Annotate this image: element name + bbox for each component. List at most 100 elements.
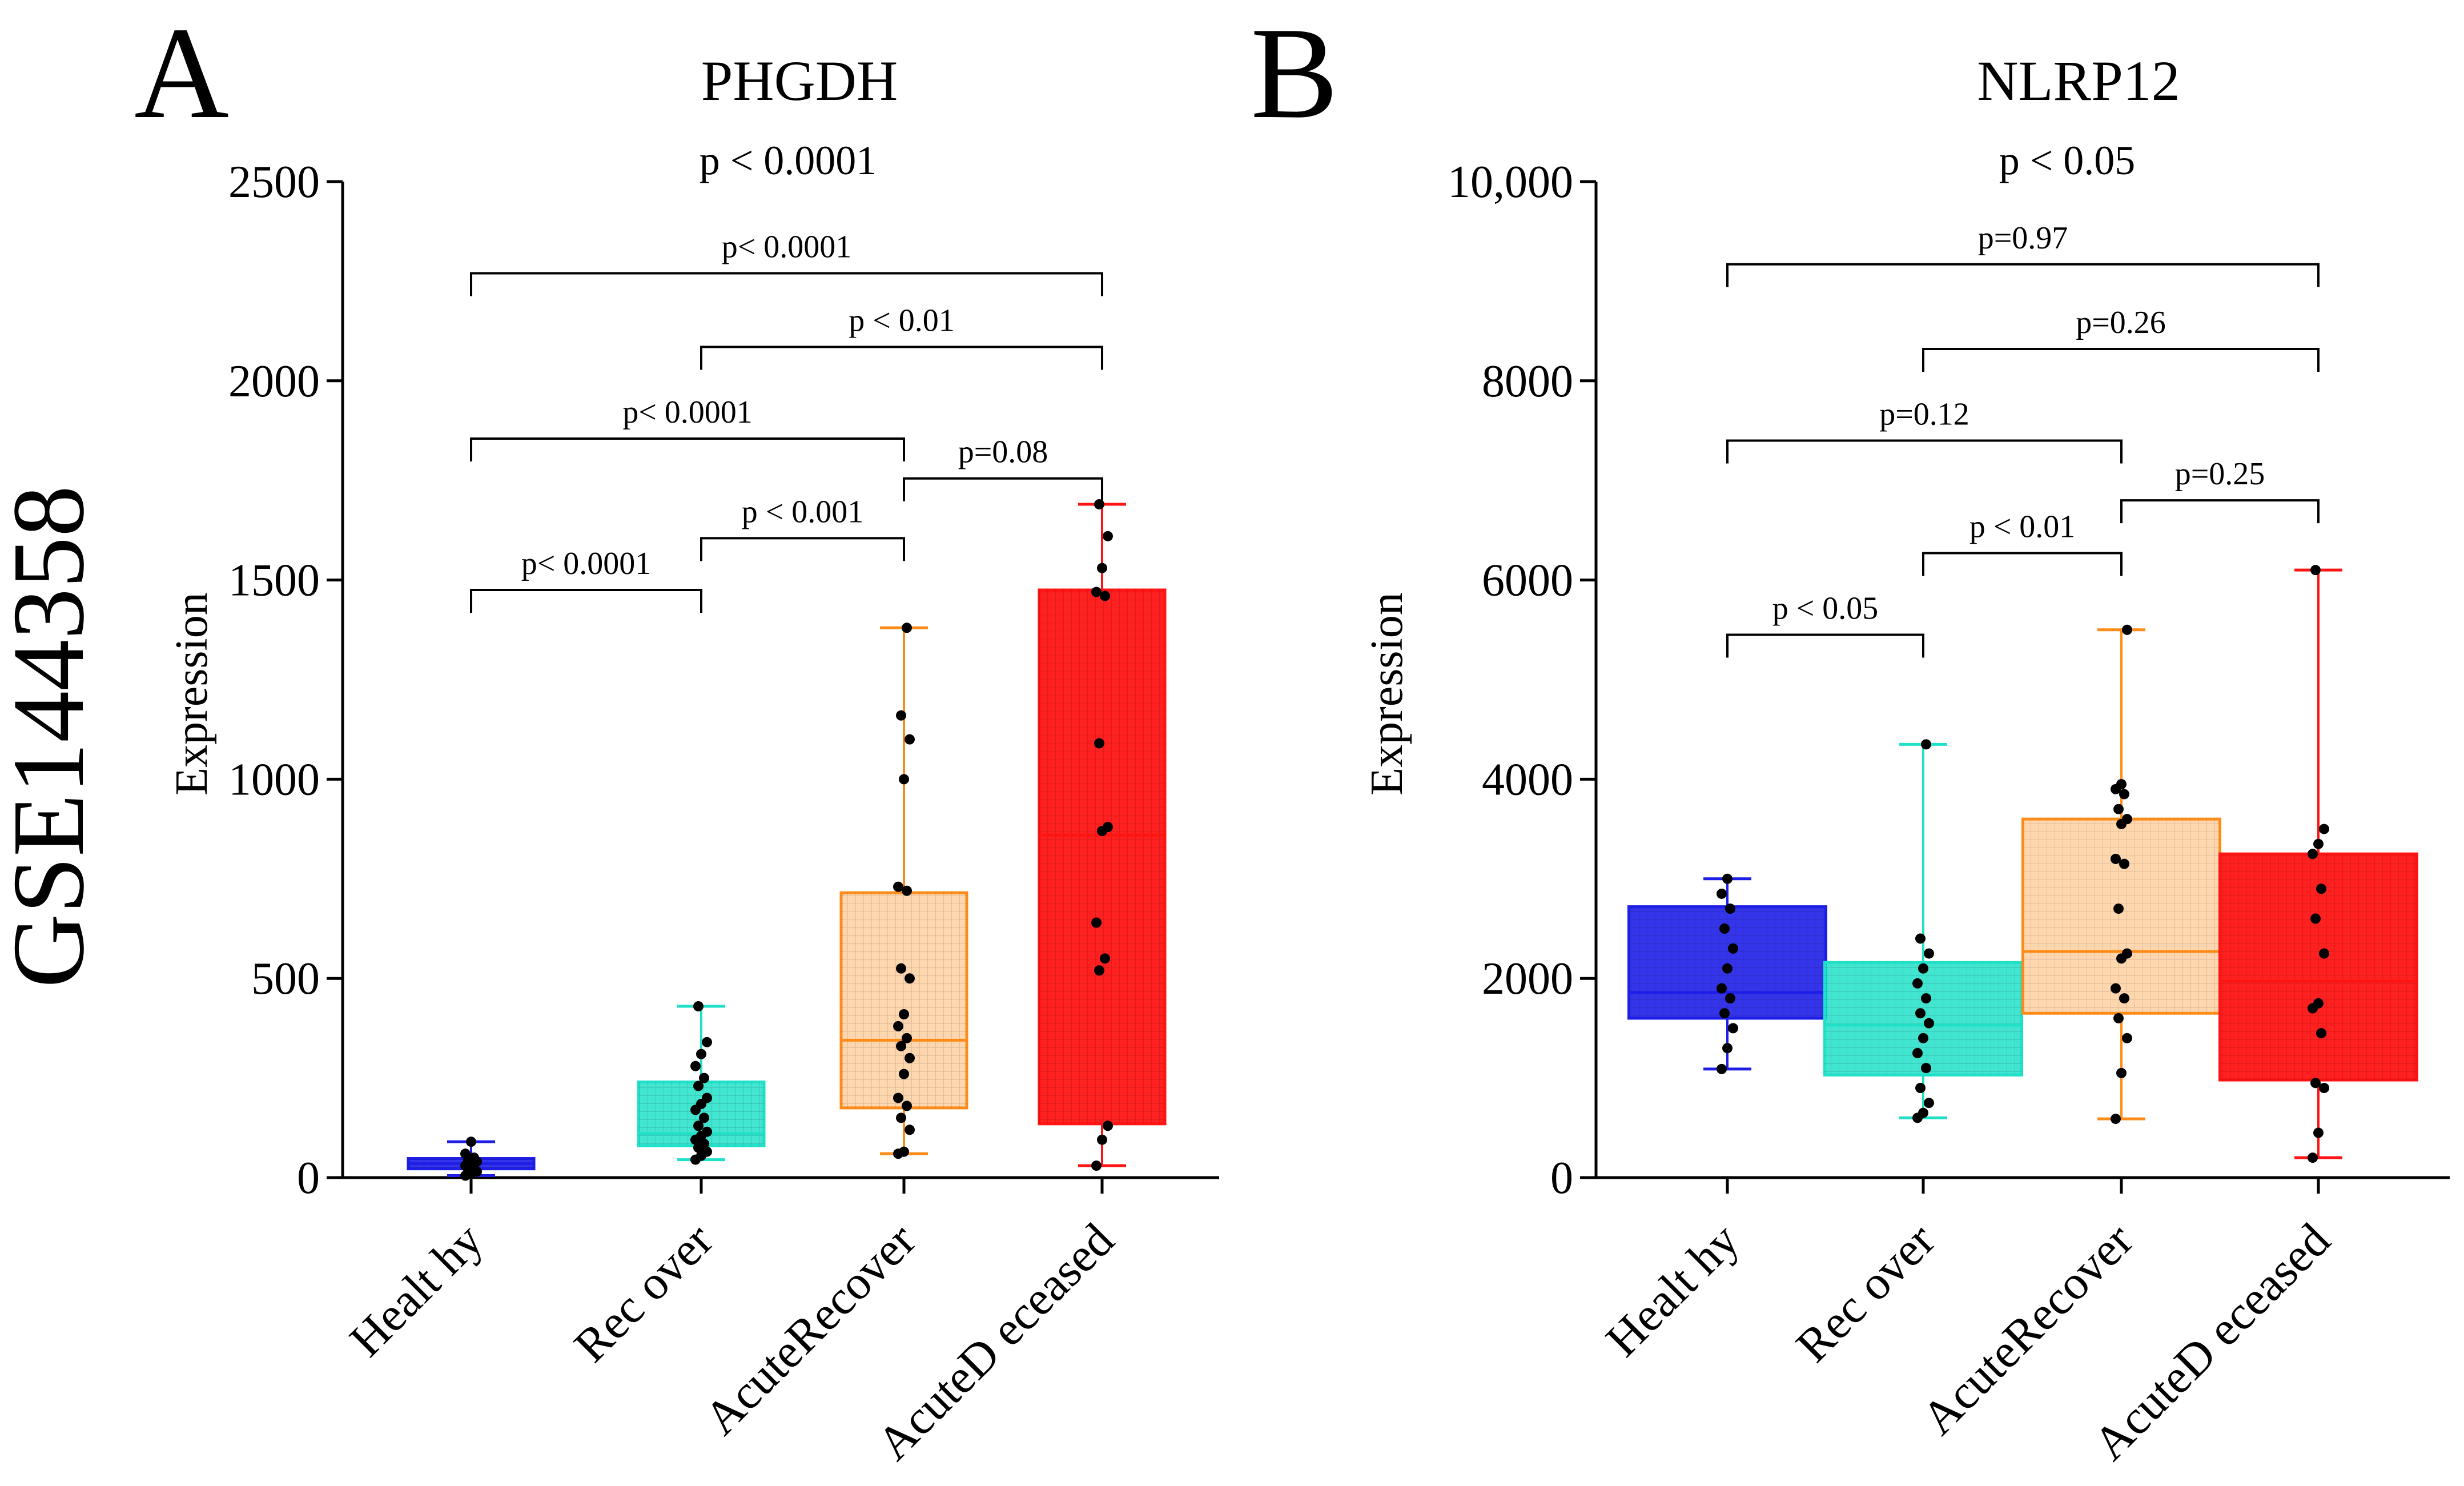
data-point: [2111, 853, 2121, 864]
data-point: [693, 1081, 704, 1091]
data-point: [1912, 1048, 1923, 1058]
data-point: [2316, 883, 2326, 894]
panel-b: B NLRP12 p < 0.05 Expression 0 2000 4000 60…: [1251, 0, 2450, 1471]
data-point: [702, 1126, 712, 1137]
data-point: [896, 710, 906, 721]
data-point: [899, 1069, 909, 1079]
chart-title-b: NLRP12: [1977, 49, 2180, 113]
comparison-bracket: [700, 346, 1103, 370]
comparison-bracket: [2120, 499, 2320, 524]
comparison-p-value: p=0.08: [958, 435, 1048, 470]
comparison-p-value: p < 0.01: [849, 303, 955, 339]
y-tick-label: 1000: [228, 754, 320, 805]
data-point: [905, 734, 915, 745]
data-point: [1091, 917, 1102, 928]
data-point: [902, 1101, 912, 1111]
data-point: [699, 1073, 709, 1083]
data-point: [893, 1093, 903, 1103]
data-point: [896, 963, 906, 974]
data-point: [2113, 1013, 2124, 1023]
data-point: [1103, 822, 1113, 833]
data-point: [893, 881, 903, 892]
data-point: [2113, 903, 2124, 914]
data-point: [702, 1146, 712, 1157]
y-tick-label: 500: [251, 954, 320, 1004]
comparison-p-value: p < 0.05: [1772, 591, 1879, 626]
comparison-p-value: p< 0.0001: [622, 395, 753, 430]
data-point: [2116, 1067, 2127, 1078]
data-point: [905, 1124, 915, 1135]
y-tick-label: 2500: [228, 157, 320, 207]
data-point: [896, 1113, 906, 1123]
data-point: [1918, 963, 1928, 974]
y-tick-label: 6000: [1482, 556, 1573, 606]
data-point: [2116, 779, 2127, 790]
data-point: [1094, 499, 1104, 510]
data-point: [690, 1061, 701, 1071]
comparison-bracket: [1922, 552, 2123, 576]
x-tick-label: Healt hy: [1596, 1214, 1750, 1367]
data-point: [899, 1146, 909, 1157]
panel-letter-a: A: [134, 0, 229, 146]
data-point: [1103, 531, 1113, 541]
comparison-bracket: [470, 589, 702, 613]
data-point: [2316, 1028, 2326, 1039]
data-point: [2122, 624, 2132, 635]
data-point: [702, 1093, 712, 1103]
data-point: [1719, 923, 1730, 934]
y-tick-label: 2000: [228, 356, 320, 407]
y-tick-label: 2000: [1482, 954, 1573, 1004]
data-point: [2310, 565, 2321, 576]
data-point: [1719, 1008, 1730, 1019]
data-point: [1915, 1008, 1926, 1019]
comparison-p-value: p=0.97: [1978, 220, 2068, 256]
comparison-bracket: [470, 272, 1103, 296]
data-point: [2119, 993, 2129, 1004]
y-tick-label: 0: [1550, 1153, 1573, 1203]
data-point: [1091, 587, 1102, 597]
data-point: [693, 1120, 704, 1131]
comparison-bracket: [903, 477, 1103, 501]
comparison-p-value: p=0.25: [2175, 456, 2265, 492]
data-point: [1722, 873, 1733, 884]
data-point: [1924, 1018, 1934, 1029]
overall-p-value-a: p < 0.0001: [700, 138, 877, 183]
data-point: [902, 885, 912, 896]
comparison-p-value: p < 0.01: [1969, 509, 2076, 545]
y-tick-label: 4000: [1482, 754, 1573, 805]
data-point: [902, 1033, 912, 1043]
data-point: [2319, 824, 2329, 834]
y-axis-title-a: Expression: [167, 592, 217, 796]
data-point: [693, 1001, 704, 1012]
data-point: [1722, 963, 1733, 974]
data-point: [1725, 993, 1735, 1004]
data-point: [2313, 838, 2324, 849]
y-tick-label: 10,000: [1448, 157, 1573, 207]
data-point: [469, 1152, 479, 1163]
data-point: [1717, 888, 1727, 899]
comparison-bracket: [1922, 347, 2320, 372]
box-texture: [1039, 590, 1165, 1124]
data-point: [1094, 965, 1104, 976]
data-point: [899, 1009, 909, 1019]
y-axis-title-b: Expression: [1362, 592, 1412, 796]
data-point: [699, 1138, 709, 1149]
chart-title-a: PHGDH: [701, 49, 898, 113]
data-point: [2122, 1033, 2132, 1043]
data-point: [2111, 983, 2121, 994]
data-point: [460, 1148, 471, 1159]
data-point: [905, 973, 915, 984]
data-point: [2111, 1114, 2121, 1124]
data-point: [1100, 591, 1110, 601]
data-point: [1918, 1107, 1928, 1118]
data-point: [1912, 978, 1923, 989]
data-point: [699, 1113, 709, 1123]
comparison-bracket: [1726, 439, 2123, 464]
comparison-p-value: p=0.12: [1879, 396, 1969, 432]
data-point: [893, 1021, 903, 1031]
data-point: [1717, 1063, 1727, 1074]
data-point: [1924, 948, 1934, 959]
data-point: [1915, 1083, 1926, 1094]
x-tick-label: Healt hy: [340, 1214, 493, 1367]
panel-a: A PHGDH p < 0.0001 Expression 0 500 1000 15…: [134, 0, 1219, 1471]
